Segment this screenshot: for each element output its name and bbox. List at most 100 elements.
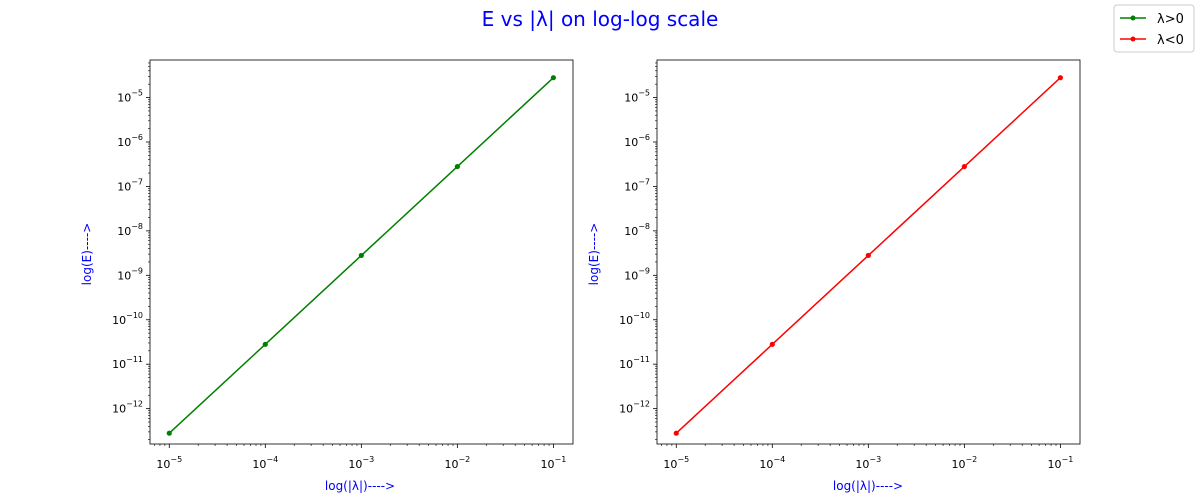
y-tick-label: 10−12 <box>112 400 143 416</box>
x-tick-mantissa: 10 <box>540 458 554 471</box>
data-point <box>550 75 556 81</box>
x-tick-mantissa: 10 <box>759 458 773 471</box>
y-tick-mantissa: 10 <box>624 269 638 282</box>
y-tick-label: 10−10 <box>112 311 143 327</box>
x-tick-exponent: −3 <box>869 455 881 464</box>
y-tick-label: 10−7 <box>624 177 650 193</box>
y-tick-exponent: −6 <box>131 133 143 142</box>
y-tick-exponent: −8 <box>131 222 143 231</box>
data-point <box>769 341 775 347</box>
data-point <box>166 430 172 436</box>
x-tick-label: 10−3 <box>348 455 374 471</box>
x-tick-mantissa: 10 <box>1047 458 1061 471</box>
y-tick-label: 10−11 <box>619 355 650 371</box>
data-point <box>865 252 871 259</box>
y-tick-exponent: −5 <box>638 89 650 98</box>
x-tick-exponent: −5 <box>677 455 689 464</box>
x-tick-label: 10−4 <box>252 455 278 471</box>
y-tick-label: 10−12 <box>619 400 650 416</box>
y-tick-exponent: −11 <box>633 355 650 364</box>
legend-label-negative: λ<0 <box>1157 33 1184 48</box>
x-axis-label: log(|λ|)----> <box>325 479 395 493</box>
figure-title: E vs |λ| on log-log scale <box>482 7 719 31</box>
y-tick-mantissa: 10 <box>624 225 638 238</box>
y-tick-mantissa: 10 <box>619 314 633 327</box>
y-tick-exponent: −12 <box>126 400 143 409</box>
y-tick-mantissa: 10 <box>117 225 131 238</box>
y-tick-label: 10−7 <box>117 177 143 193</box>
legend: λ>0 λ<0 <box>1113 4 1195 53</box>
y-tick-exponent: −10 <box>126 311 143 320</box>
x-tick-exponent: −2 <box>965 455 977 464</box>
y-tick-mantissa: 10 <box>112 314 126 327</box>
x-tick-mantissa: 10 <box>156 458 170 471</box>
y-tick-label: 10−6 <box>117 133 143 149</box>
x-tick-label: 10−5 <box>156 455 182 471</box>
y-tick-mantissa: 10 <box>619 358 633 371</box>
y-tick-label: 10−5 <box>117 89 143 105</box>
y-tick-exponent: −9 <box>131 266 143 275</box>
y-tick-label: 10−10 <box>619 311 650 327</box>
x-tick-mantissa: 10 <box>855 458 869 471</box>
y-tick-exponent: −5 <box>131 89 143 98</box>
y-tick-exponent: −7 <box>638 177 650 186</box>
y-tick-exponent: −12 <box>633 400 650 409</box>
x-tick-mantissa: 10 <box>252 458 266 471</box>
data-point <box>358 252 364 259</box>
y-tick-label: 10−8 <box>117 222 143 238</box>
y-tick-mantissa: 10 <box>112 358 126 371</box>
y-tick-mantissa: 10 <box>624 180 638 193</box>
y-tick-exponent: −7 <box>131 177 143 186</box>
x-tick-label: 10−2 <box>444 455 470 471</box>
y-tick-mantissa: 10 <box>117 136 131 149</box>
data-point <box>673 430 679 436</box>
y-tick-mantissa: 10 <box>619 403 633 416</box>
y-tick-mantissa: 10 <box>624 92 638 105</box>
x-axis-label: log(|λ|)----> <box>833 479 903 493</box>
left-plot: 10−5 10−4 10−3 10−2 10−110−1210−1110−1010−91… <box>80 59 574 493</box>
y-tick-mantissa: 10 <box>117 92 131 105</box>
y-axis-label: log(E)----> <box>587 223 601 286</box>
y-tick-label: 10−6 <box>624 133 650 149</box>
x-tick-exponent: −1 <box>554 455 566 464</box>
x-tick-label: 10−4 <box>759 455 785 471</box>
y-tick-exponent: −11 <box>126 355 143 364</box>
y-tick-exponent: −9 <box>638 266 650 275</box>
y-tick-label: 10−8 <box>624 222 650 238</box>
x-tick-exponent: −1 <box>1061 455 1073 464</box>
legend-marker-positive <box>1130 15 1136 21</box>
x-tick-exponent: −5 <box>170 455 182 464</box>
y-tick-exponent: −6 <box>638 133 650 142</box>
x-tick-mantissa: 10 <box>444 458 458 471</box>
x-tick-mantissa: 10 <box>663 458 677 471</box>
data-point <box>1057 75 1063 81</box>
y-tick-label: 10−11 <box>112 355 143 371</box>
y-tick-exponent: −10 <box>633 311 650 320</box>
data-point <box>262 341 268 347</box>
y-tick-mantissa: 10 <box>624 136 638 149</box>
x-tick-label: 10−2 <box>951 455 977 471</box>
x-tick-label: 10−1 <box>540 455 566 471</box>
y-tick-mantissa: 10 <box>117 269 131 282</box>
x-tick-label: 10−3 <box>855 455 881 471</box>
x-tick-label: 10−5 <box>663 455 689 471</box>
data-point <box>454 163 460 170</box>
legend-label-positive: λ>0 <box>1157 12 1184 27</box>
legend-entry-positive: λ>0 <box>1120 12 1184 27</box>
legend-marker-negative <box>1130 36 1136 42</box>
y-tick-label: 10−9 <box>624 266 650 282</box>
y-tick-label: 10−5 <box>624 89 650 105</box>
x-tick-exponent: −3 <box>362 455 374 464</box>
x-tick-exponent: −2 <box>458 455 470 464</box>
legend-entry-negative: λ<0 <box>1120 33 1184 48</box>
x-tick-exponent: −4 <box>773 455 785 464</box>
right-plot: 10−5 10−4 10−3 10−2 10−110−1210−1110−1010−91… <box>587 59 1081 493</box>
y-tick-mantissa: 10 <box>112 403 126 416</box>
x-tick-mantissa: 10 <box>951 458 965 471</box>
x-tick-exponent: −4 <box>266 455 278 464</box>
y-axis-label: log(E)----> <box>80 223 94 286</box>
x-tick-mantissa: 10 <box>348 458 362 471</box>
y-tick-mantissa: 10 <box>117 180 131 193</box>
y-tick-exponent: −8 <box>638 222 650 231</box>
